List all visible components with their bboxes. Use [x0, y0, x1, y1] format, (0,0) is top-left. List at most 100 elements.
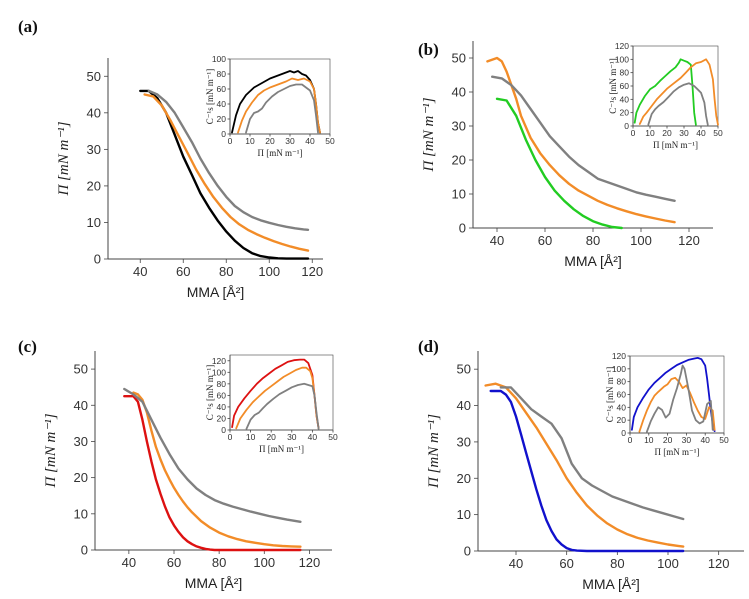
inset-frame — [229, 354, 334, 431]
inset-x-tick-label: 0 — [228, 136, 233, 146]
main-series-orange — [486, 56, 676, 224]
main-series-orange — [132, 391, 302, 548]
main-y-tick-label: 40 — [87, 105, 101, 120]
inset-x-tick-label: 0 — [631, 128, 636, 138]
main-y-tick-label: 0 — [81, 543, 88, 558]
main-y-tick-label: 20 — [74, 470, 88, 485]
inset-y-tick-label: 40 — [620, 94, 630, 104]
inset-y-tick-label: 120 — [212, 356, 226, 366]
inset-y-tick-label: 40 — [217, 402, 227, 412]
panel-label: (a) — [18, 17, 38, 36]
main-x-tick-label: 40 — [133, 264, 147, 279]
inset-x-tick-label: 10 — [645, 128, 655, 138]
main-series-red — [123, 395, 302, 552]
inset-y-tick-label: 80 — [617, 377, 627, 387]
inset-x-axis-title: Π [mN m⁻¹] — [258, 148, 303, 158]
inset-y-tick-label: 0 — [221, 129, 226, 139]
main-y-tick-label: 0 — [94, 252, 101, 267]
inset-x-tick-label: 10 — [245, 136, 255, 146]
inset-y-axis-title: C⁻¹s [mN m⁻¹] — [605, 367, 615, 422]
main-x-tick-label: 60 — [538, 233, 552, 248]
main-y-tick-label: 50 — [452, 51, 466, 66]
main-y-tick-label: 10 — [457, 507, 471, 522]
inset-y-tick-label: 100 — [615, 54, 629, 64]
inset-y-tick-label: 40 — [617, 402, 627, 412]
inset-y-tick-label: 100 — [612, 364, 626, 374]
main-series-gray — [491, 75, 676, 202]
inset-y-tick-label: 60 — [217, 84, 227, 94]
inset-series-gray — [646, 364, 714, 433]
main-y-tick-label: 30 — [74, 434, 88, 449]
inset-y-tick-label: 20 — [217, 114, 227, 124]
inset-x-tick-label: 30 — [287, 432, 297, 442]
main-x-axis-title: MMA [Å²] — [185, 575, 243, 591]
main-x-tick-label: 100 — [630, 233, 652, 248]
inset-x-tick-label: 30 — [679, 128, 689, 138]
inset-x-tick-label: 50 — [719, 435, 729, 445]
inset-x-tick-label: 40 — [700, 435, 710, 445]
main-y-tick-label: 0 — [464, 544, 471, 559]
inset-y-tick-label: 40 — [217, 99, 227, 109]
inset-y-axis-title: C⁻¹s [mN m⁻¹] — [205, 365, 215, 420]
main-series-orange — [143, 93, 310, 252]
main-y-tick-label: 40 — [74, 398, 88, 413]
main-x-axis-title: MMA [Å²] — [187, 284, 245, 300]
main-x-tick-label: 80 — [219, 264, 233, 279]
main-y-tick-label: 20 — [457, 471, 471, 486]
main-x-tick-label: 60 — [167, 555, 181, 570]
inset-x-axis-title: Π [mN m⁻¹] — [259, 444, 304, 454]
main-y-tick-label: 40 — [457, 398, 471, 413]
inset-x-axis-title: Π [mN m⁻¹] — [655, 447, 700, 457]
main-y-tick-label: 10 — [87, 215, 101, 230]
main-x-tick-label: 80 — [610, 556, 624, 571]
main-x-tick-label: 60 — [559, 556, 573, 571]
main-y-axis-title: Π [mN m⁻¹] — [426, 414, 442, 489]
main-x-tick-label: 100 — [258, 264, 280, 279]
main-y-tick-label: 30 — [457, 434, 471, 449]
main-x-tick-label: 120 — [708, 556, 730, 571]
main-series-orange — [484, 382, 685, 548]
inset-y-tick-label: 80 — [217, 69, 227, 79]
main-series-gray — [499, 386, 685, 521]
inset-series-orange — [638, 58, 719, 126]
main-series-gray — [147, 89, 310, 231]
inset-series-orange — [237, 77, 321, 134]
main-x-tick-label: 100 — [253, 555, 275, 570]
main-y-tick-label: 20 — [452, 153, 466, 168]
main-x-tick-label: 40 — [122, 555, 136, 570]
main-x-axis-title: MMA [Å²] — [582, 576, 640, 592]
main-y-tick-label: 40 — [452, 85, 466, 100]
main-x-tick-label: 60 — [176, 264, 190, 279]
inset-y-tick-label: 100 — [212, 54, 226, 64]
inset-y-tick-label: 100 — [212, 367, 226, 377]
main-x-tick-label: 40 — [509, 556, 523, 571]
inset-y-axis-title: C⁻¹s [mN m⁻¹] — [608, 58, 618, 113]
main-x-tick-label: 40 — [490, 233, 504, 248]
inset-x-tick-label: 30 — [285, 136, 295, 146]
panel-label: (c) — [18, 337, 37, 356]
main-y-axis-title: Π [mN m⁻¹] — [56, 121, 72, 196]
inset-x-tick-label: 50 — [328, 432, 338, 442]
panel-label: (b) — [418, 40, 439, 59]
inset-x-tick-label: 10 — [246, 432, 256, 442]
main-x-tick-label: 120 — [301, 264, 323, 279]
main-y-tick-label: 30 — [452, 119, 466, 134]
main-series-gray — [123, 387, 302, 523]
main-x-tick-label: 100 — [657, 556, 679, 571]
main-y-tick-label: 50 — [74, 362, 88, 377]
inset-x-tick-label: 0 — [628, 435, 633, 445]
main-y-tick-label: 20 — [87, 178, 101, 193]
inset-y-tick-label: 80 — [620, 68, 630, 78]
inset-x-tick-label: 20 — [265, 136, 275, 146]
inset-y-tick-label: 60 — [217, 390, 227, 400]
inset-x-tick-label: 20 — [662, 128, 672, 138]
inset-y-tick-label: 0 — [221, 425, 226, 435]
inset-frame — [229, 58, 331, 135]
inset-series-blue — [631, 357, 716, 432]
inset-y-axis-title: C⁻¹s [mN m⁻¹] — [205, 69, 215, 124]
